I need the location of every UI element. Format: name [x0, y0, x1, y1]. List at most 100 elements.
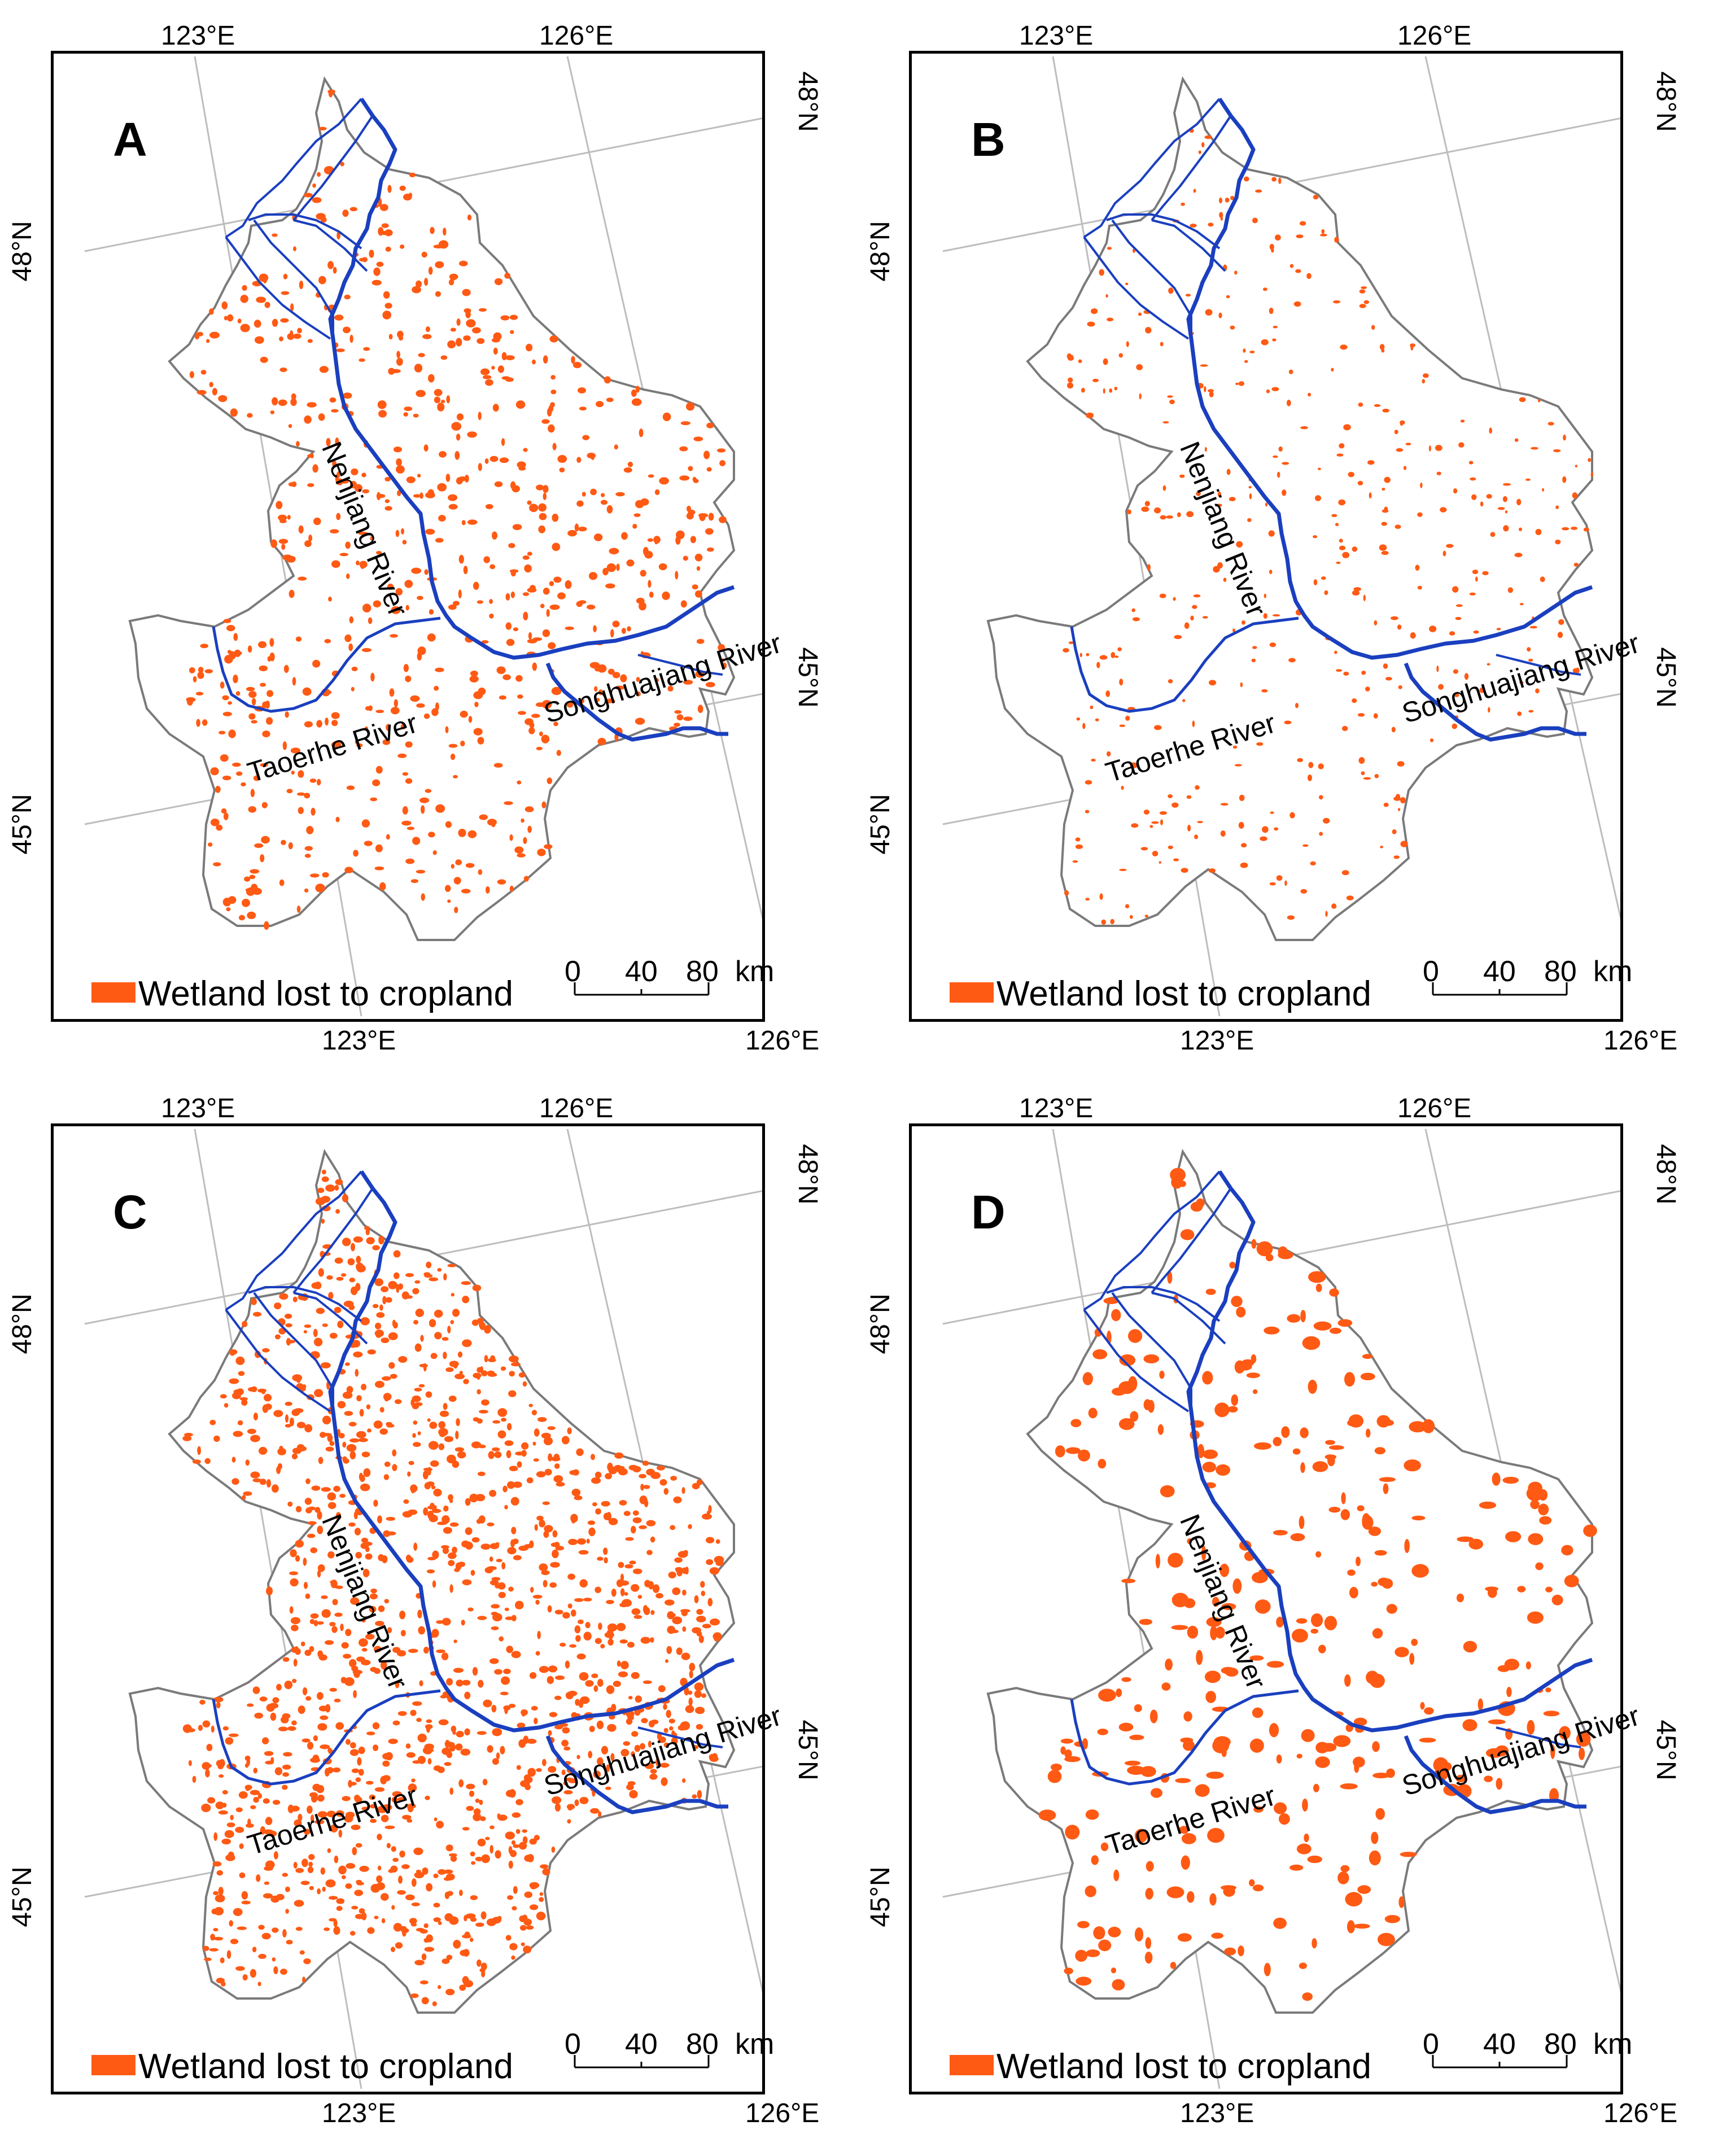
loss-patch	[536, 484, 544, 491]
loss-patch	[1064, 1749, 1072, 1759]
loss-patch	[1542, 488, 1545, 492]
loss-patch	[1391, 616, 1398, 620]
loss-patch	[1296, 1753, 1302, 1759]
loss-patch	[463, 335, 471, 341]
loss-patch	[409, 1918, 417, 1925]
loss-patch	[541, 699, 552, 709]
loss-patch	[309, 1886, 314, 1891]
loss-patch	[574, 1799, 579, 1807]
loss-patch	[456, 477, 463, 485]
loss-patch	[470, 670, 478, 677]
loss-patch	[1160, 819, 1163, 825]
loss-patch	[524, 1891, 533, 1898]
loss-patch	[304, 1498, 312, 1505]
loss-patch	[438, 1421, 445, 1429]
loss-patch	[1514, 438, 1519, 442]
loss-patch	[654, 539, 658, 545]
loss-patch	[1152, 851, 1159, 856]
loss-patch	[301, 1738, 311, 1743]
loss-patch	[419, 492, 423, 499]
loss-patch	[1243, 348, 1246, 353]
loss-patch	[539, 513, 547, 521]
loss-patch	[578, 1550, 589, 1555]
loss-patch	[441, 1617, 451, 1626]
loss-patch	[503, 1668, 511, 1674]
loss-patch	[1369, 492, 1372, 498]
loss-patch	[516, 1765, 521, 1770]
loss-patch	[281, 291, 290, 295]
loss-patch	[289, 1606, 294, 1614]
loss-patch	[461, 889, 471, 894]
loss-patch	[631, 1608, 641, 1615]
loss-patch	[269, 638, 274, 647]
loss-patch	[405, 741, 413, 748]
loss-patch	[644, 1580, 651, 1588]
loss-patch	[1149, 1709, 1158, 1724]
loss-patch	[1282, 462, 1289, 465]
loss-patch	[446, 1954, 453, 1960]
loss-patch	[240, 323, 250, 333]
loss-patch	[321, 1176, 329, 1182]
loss-patch	[1205, 1288, 1216, 1295]
loss-patch	[287, 1726, 296, 1731]
loss-patch	[508, 543, 515, 548]
loss-patch	[261, 1390, 265, 1394]
loss-patch	[1187, 1891, 1195, 1903]
loss-patch	[1181, 1833, 1196, 1844]
loss-patch	[329, 1687, 337, 1692]
loss-patch	[564, 1777, 574, 1782]
scale-tick-label: 40	[1483, 955, 1516, 988]
loss-patch	[327, 1848, 331, 1853]
loss-patch	[475, 1922, 484, 1927]
loss-patch	[347, 1782, 357, 1786]
loss-patch	[322, 1323, 328, 1327]
loss-patch	[1358, 403, 1363, 407]
loss-patch	[1369, 1850, 1381, 1866]
loss-patch	[605, 1473, 612, 1480]
scale-bar	[574, 982, 710, 996]
loss-patch	[1265, 1254, 1274, 1262]
loss-patch	[692, 584, 698, 590]
loss-patch	[1236, 1306, 1246, 1318]
loss-patch	[384, 499, 390, 504]
loss-patch	[489, 1845, 493, 1854]
lon-label-bottom: 126°E	[1603, 1026, 1678, 1056]
loss-patch	[509, 1943, 518, 1951]
loss-patch	[290, 1578, 299, 1587]
loss-patch	[303, 1958, 311, 1965]
loss-patch	[453, 775, 458, 779]
loss-patch	[697, 1790, 702, 1799]
loss-patch	[456, 413, 464, 421]
loss-patch	[307, 402, 317, 408]
loss-patch	[595, 1508, 601, 1515]
loss-patch	[1144, 915, 1148, 918]
loss-patch	[487, 1372, 497, 1377]
loss-patch	[396, 357, 403, 366]
loss-patch	[572, 1469, 579, 1476]
loss-patch	[578, 1619, 584, 1624]
loss-patch	[1279, 1813, 1290, 1825]
loss-patch	[650, 1610, 655, 1615]
loss-patch	[571, 1516, 576, 1524]
loss-patch	[1119, 724, 1126, 727]
loss-patch	[418, 1384, 425, 1388]
loss-patch	[479, 814, 488, 820]
loss-patch	[1336, 453, 1344, 457]
loss-patch	[567, 1690, 578, 1696]
map-panel-d: D 123°E 126°E 123°E 126°E 48°N 45°N 48°N 45°N Wet…	[858, 1073, 1681, 2127]
loss-patch	[373, 1744, 379, 1751]
loss-patch	[1453, 669, 1458, 674]
loss-patch	[388, 1281, 397, 1289]
loss-patch	[1301, 1729, 1315, 1742]
loss-patch	[233, 1908, 243, 1916]
loss-patch	[342, 1456, 347, 1463]
loss-patch	[300, 1881, 310, 1886]
loss-patch	[1296, 1618, 1308, 1624]
loss-patch	[1400, 1852, 1417, 1857]
loss-patch	[1516, 498, 1522, 505]
loss-patch	[639, 428, 644, 438]
loss-patch	[235, 1807, 243, 1812]
loss-patch	[311, 1814, 314, 1823]
loss-patch	[396, 465, 405, 474]
loss-patch	[259, 1479, 266, 1485]
